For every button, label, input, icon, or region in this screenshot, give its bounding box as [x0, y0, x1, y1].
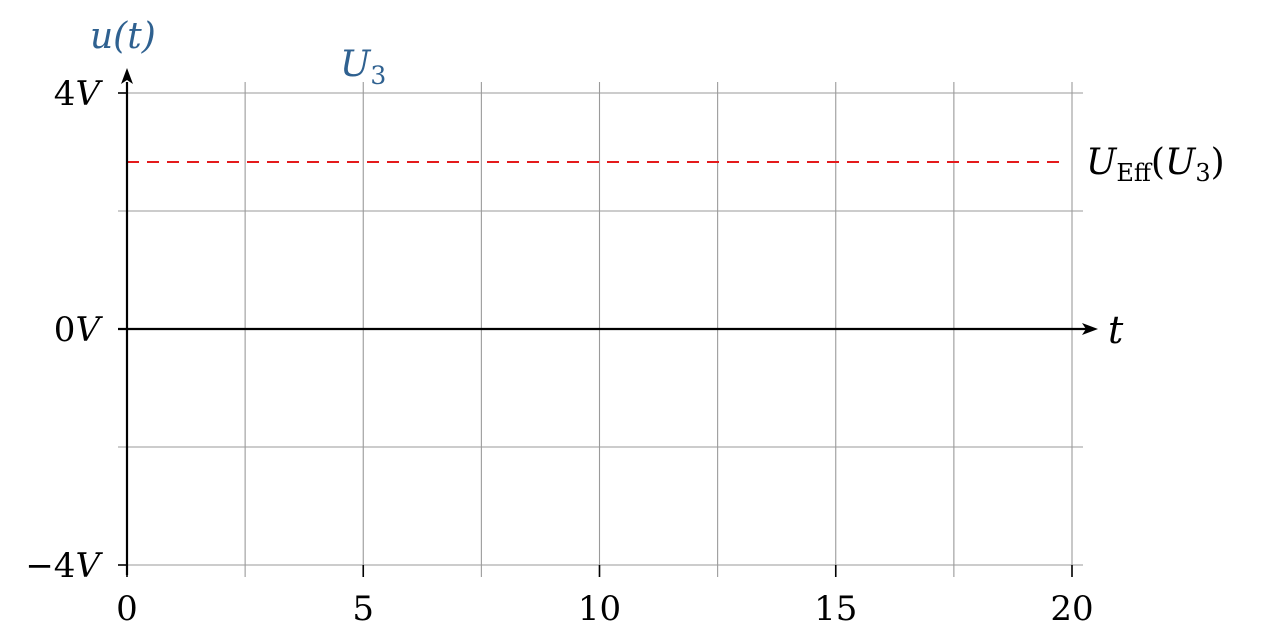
- y-axis-label: u(t): [90, 16, 156, 57]
- axis-ticks: [118, 92, 1073, 577]
- series-label-sub: 3: [370, 61, 386, 90]
- y-tick-label-2: 4V: [54, 74, 104, 114]
- eff-label-sub: Eff: [1116, 159, 1153, 187]
- x-tick-label-4: 20: [1050, 589, 1093, 629]
- y-axis-arrow: [121, 68, 133, 84]
- x-tick-label-0: 0: [116, 589, 138, 629]
- x-tick-label-3: 15: [814, 589, 857, 629]
- eff-label-close-paren: ): [1211, 142, 1225, 183]
- eff-label-main: U: [1086, 142, 1118, 183]
- x-tick-label-2: 10: [578, 589, 621, 629]
- series-label-u3: U3: [340, 44, 386, 90]
- y-tick-label-1: 0V: [54, 310, 104, 350]
- tick-labels: 0 5 10 15 20 −4V 0V 4V: [25, 74, 1093, 629]
- x-axis-arrow: [1082, 323, 1098, 335]
- eff-label-open-paren: (: [1151, 142, 1165, 183]
- y-tick-label-0: −4V: [25, 546, 103, 586]
- x-axis-label: t: [1108, 308, 1124, 352]
- eff-label-arg-sub: 3: [1195, 159, 1210, 187]
- x-tick-label-1: 5: [352, 589, 374, 629]
- eff-label-arg-main: U: [1165, 142, 1197, 183]
- axes: [118, 68, 1098, 575]
- effective-value-label: UEff(U3): [1086, 142, 1225, 187]
- series-label-main: U: [340, 44, 372, 85]
